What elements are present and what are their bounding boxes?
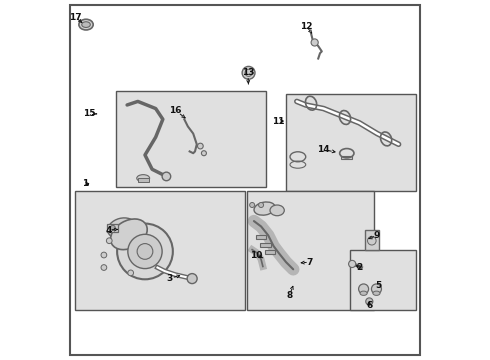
Ellipse shape [108,218,136,239]
Bar [286,94,416,191]
Text: 9: 9 [374,231,380,240]
Circle shape [110,225,115,230]
Text: 10: 10 [250,251,263,260]
Circle shape [245,69,252,76]
Bar [265,250,275,254]
Text: 7: 7 [307,258,313,267]
Text: 2: 2 [356,263,363,272]
Circle shape [368,237,376,245]
Circle shape [249,203,255,207]
Ellipse shape [79,19,93,30]
Bar [107,224,118,232]
Circle shape [359,284,368,294]
Circle shape [259,203,264,207]
Circle shape [128,270,134,276]
Bar [256,235,267,239]
Circle shape [128,234,162,269]
Circle shape [348,260,356,267]
Circle shape [197,143,203,149]
Bar [260,243,271,247]
Circle shape [242,66,255,79]
Text: 17: 17 [69,13,82,22]
Ellipse shape [360,291,367,296]
Circle shape [162,172,171,181]
Circle shape [187,274,197,284]
Bar [342,156,352,159]
Ellipse shape [270,205,284,216]
Bar [117,91,267,187]
Bar [350,250,416,310]
Text: 12: 12 [300,22,313,31]
Bar [138,178,148,182]
Text: 6: 6 [366,301,372,310]
Text: 11: 11 [272,117,285,126]
Circle shape [201,151,206,156]
Circle shape [101,265,107,270]
Circle shape [101,252,107,258]
Text: 4: 4 [105,225,112,234]
Circle shape [117,224,173,279]
Bar [75,191,245,310]
Circle shape [366,298,373,305]
Circle shape [137,244,153,259]
Ellipse shape [82,22,90,27]
Text: 8: 8 [287,291,293,300]
Text: 16: 16 [169,106,182,115]
Ellipse shape [137,175,149,182]
Text: 3: 3 [167,274,173,283]
Text: 1: 1 [82,179,88,188]
Circle shape [311,39,318,46]
Text: 5: 5 [375,281,381,290]
Text: 15: 15 [83,109,96,118]
Circle shape [371,284,381,294]
Bar [365,230,379,249]
Ellipse shape [373,291,380,296]
Ellipse shape [111,219,147,249]
Bar [247,191,373,310]
Ellipse shape [254,202,275,215]
Text: 13: 13 [242,68,254,77]
Text: 14: 14 [318,145,330,154]
Circle shape [106,238,112,244]
